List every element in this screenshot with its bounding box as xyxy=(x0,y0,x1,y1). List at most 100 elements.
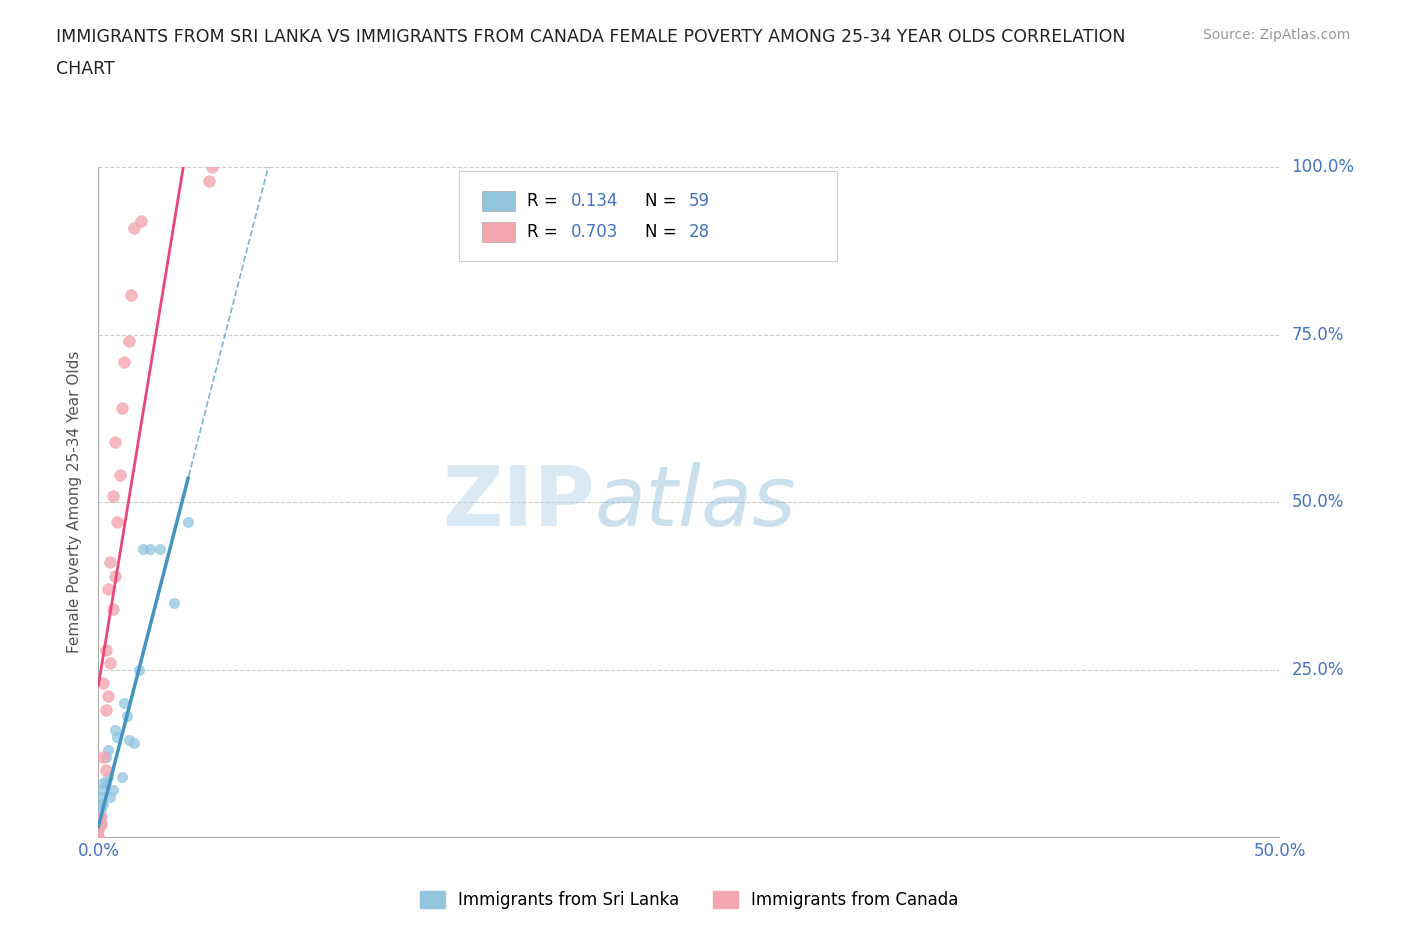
Text: 28: 28 xyxy=(689,223,710,242)
Text: CHART: CHART xyxy=(56,60,115,78)
Point xyxy=(149,541,172,556)
Point xyxy=(97,582,120,597)
Point xyxy=(87,823,110,838)
Point xyxy=(118,334,141,349)
Point xyxy=(163,595,186,610)
Point xyxy=(115,709,138,724)
Point xyxy=(122,220,145,235)
Point xyxy=(105,515,128,530)
Point xyxy=(97,689,120,704)
Point xyxy=(91,776,114,790)
Point xyxy=(198,173,221,188)
Point xyxy=(98,790,121,804)
Point xyxy=(87,830,110,844)
Point xyxy=(87,830,110,844)
Point xyxy=(177,515,200,530)
Point xyxy=(87,823,110,838)
Point xyxy=(118,733,141,748)
Point xyxy=(90,809,112,824)
Point xyxy=(87,830,110,844)
Text: 0.134: 0.134 xyxy=(571,192,619,210)
Point xyxy=(94,763,117,777)
Point xyxy=(87,817,110,831)
Point xyxy=(121,287,143,302)
Point xyxy=(87,823,110,838)
Point xyxy=(87,830,110,844)
Point xyxy=(91,675,114,690)
Point xyxy=(87,830,110,844)
Point xyxy=(90,809,112,824)
Point xyxy=(87,809,110,824)
Point xyxy=(104,723,127,737)
Point xyxy=(87,830,110,844)
Point xyxy=(90,803,112,817)
Point xyxy=(111,401,134,416)
Point xyxy=(87,823,110,838)
Text: 75.0%: 75.0% xyxy=(1291,326,1344,344)
Point xyxy=(87,817,110,831)
Text: 25.0%: 25.0% xyxy=(1291,660,1344,679)
Point xyxy=(90,817,112,831)
Point xyxy=(101,783,124,798)
Point xyxy=(91,750,114,764)
Point xyxy=(94,702,117,717)
Point xyxy=(201,160,224,175)
Point xyxy=(112,696,135,711)
Text: IMMIGRANTS FROM SRI LANKA VS IMMIGRANTS FROM CANADA FEMALE POVERTY AMONG 25-34 Y: IMMIGRANTS FROM SRI LANKA VS IMMIGRANTS … xyxy=(56,28,1126,46)
Point xyxy=(87,830,110,844)
Point xyxy=(87,830,110,844)
Point xyxy=(105,729,128,744)
Point xyxy=(90,817,112,831)
Y-axis label: Female Poverty Among 25-34 Year Olds: Female Poverty Among 25-34 Year Olds xyxy=(67,351,83,654)
Text: R =: R = xyxy=(527,223,564,242)
Point xyxy=(139,541,162,556)
Point xyxy=(87,809,110,824)
Text: atlas: atlas xyxy=(595,461,796,543)
Text: 0.703: 0.703 xyxy=(571,223,619,242)
Point xyxy=(87,817,110,831)
Point xyxy=(87,823,110,838)
Point xyxy=(87,830,110,844)
Bar xyxy=(482,191,516,211)
Point xyxy=(90,790,112,804)
Point xyxy=(101,602,124,617)
Point xyxy=(87,817,110,831)
Point xyxy=(97,742,120,757)
Point xyxy=(129,214,152,229)
Point xyxy=(104,568,127,583)
Point xyxy=(87,830,110,844)
Point xyxy=(104,434,127,449)
Point xyxy=(87,830,110,844)
Point xyxy=(87,830,110,844)
Point xyxy=(97,769,120,784)
Point xyxy=(91,783,114,798)
Point xyxy=(94,750,117,764)
Point xyxy=(108,468,131,483)
Point xyxy=(87,830,110,844)
Point xyxy=(87,830,110,844)
Text: N =: N = xyxy=(645,192,682,210)
Bar xyxy=(482,222,516,243)
Point xyxy=(87,823,110,838)
Point xyxy=(90,796,112,811)
Point xyxy=(112,354,135,369)
Point xyxy=(87,830,110,844)
Point xyxy=(98,555,121,570)
Point xyxy=(87,830,110,844)
Point xyxy=(94,642,117,657)
Point xyxy=(111,769,134,784)
Text: Source: ZipAtlas.com: Source: ZipAtlas.com xyxy=(1202,28,1350,42)
Point xyxy=(122,736,145,751)
Text: R =: R = xyxy=(527,192,564,210)
Text: ZIP: ZIP xyxy=(441,461,595,543)
Text: 50.0%: 50.0% xyxy=(1291,493,1344,512)
Point xyxy=(94,776,117,790)
Point xyxy=(87,830,110,844)
Point xyxy=(90,817,112,831)
Point xyxy=(87,830,110,844)
Point xyxy=(87,830,110,844)
Legend: Immigrants from Sri Lanka, Immigrants from Canada: Immigrants from Sri Lanka, Immigrants fr… xyxy=(419,891,959,909)
Point xyxy=(128,662,150,677)
Point xyxy=(87,830,110,844)
Point xyxy=(87,830,110,844)
